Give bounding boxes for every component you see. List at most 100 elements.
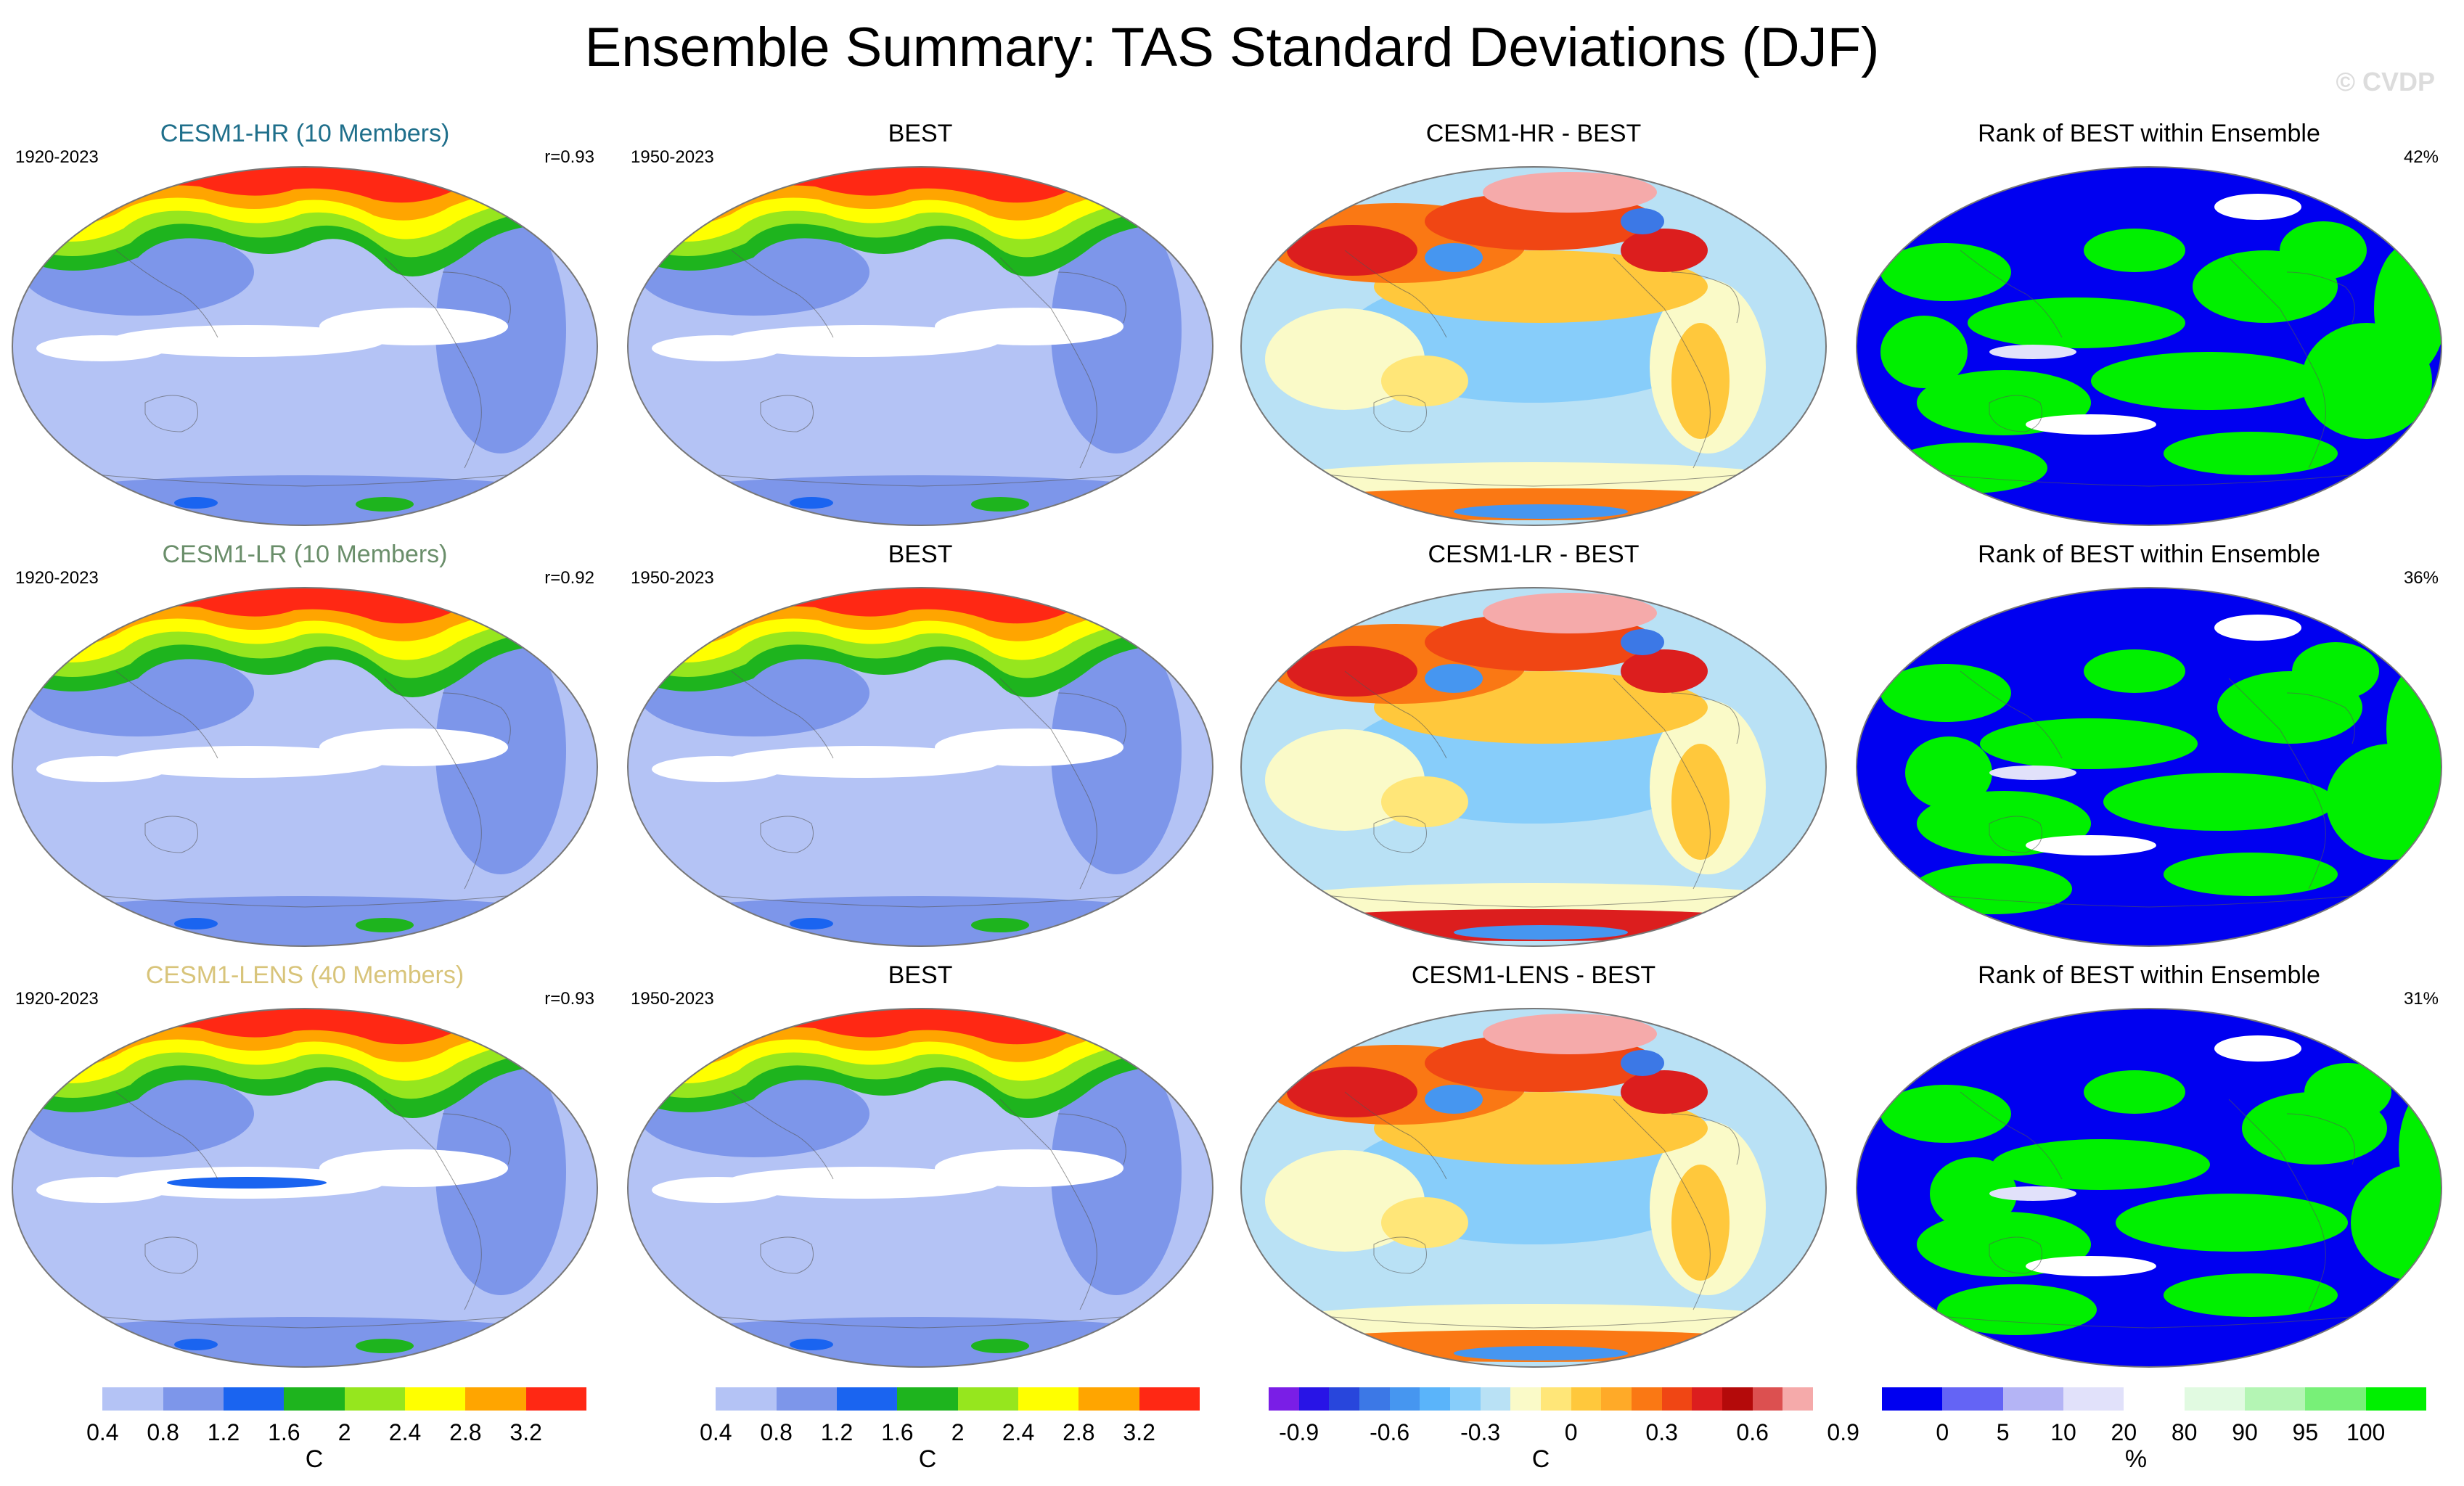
- field-region: [1425, 664, 1483, 693]
- colorbar-swatch: [1782, 1387, 1814, 1411]
- field-region: [1425, 243, 1483, 272]
- colorbar-swatch: [1882, 1387, 1943, 1411]
- coastline: [760, 395, 814, 432]
- coastline: [999, 678, 1097, 890]
- colorbar-unit: C: [1531, 1445, 1550, 1473]
- coastline: [1960, 1091, 2063, 1180]
- field-region: [1880, 1085, 2011, 1143]
- field-region: [1621, 1050, 1664, 1076]
- pattern-correlation: r=0.93: [544, 147, 594, 167]
- map-field: [628, 167, 1213, 525]
- map-model: [12, 587, 598, 947]
- panel-title: CESM1-LR (10 Members): [162, 541, 448, 568]
- coastline: [760, 1236, 814, 1274]
- colorbar-unit: C: [918, 1445, 937, 1473]
- colorbar-tick-label: 3.2: [509, 1419, 542, 1445]
- colorbar-swatch: [776, 1387, 838, 1411]
- panel-title: Rank of BEST within Ensemble: [1978, 120, 2320, 147]
- colorbar-tick-label: 2.4: [1002, 1419, 1035, 1445]
- coastline: [651, 1309, 1190, 1329]
- field-region: [1880, 316, 1968, 388]
- colorbar-tick-label: 80: [2171, 1419, 2198, 1445]
- colorbar-swatch: [1389, 1387, 1420, 1411]
- year-range: 1920-2023: [15, 147, 99, 167]
- pattern-correlation: r=0.93: [544, 989, 594, 1009]
- coastline: [1344, 670, 1447, 759]
- field-region: [1621, 229, 1708, 272]
- colorbar-swatch: [1510, 1387, 1542, 1411]
- field-region: [1989, 1186, 2076, 1201]
- map-field: [1857, 1009, 2442, 1367]
- field-region: [2351, 1165, 2442, 1281]
- coastline: [1671, 692, 1740, 744]
- panel-title: CESM1-LENS (40 Members): [145, 961, 464, 989]
- field-region: [1905, 736, 1992, 809]
- coastline: [442, 692, 511, 744]
- coastline: [2228, 257, 2326, 469]
- coastline: [144, 395, 198, 432]
- field-region: [1937, 1284, 2097, 1335]
- colorbar-tick-label: 1.6: [268, 1419, 300, 1445]
- colorbar-swatch: [42, 1387, 103, 1411]
- field-region: [1381, 776, 1468, 827]
- map-obs: [627, 166, 1213, 526]
- field-region: [36, 756, 167, 782]
- colorbar-tick-label: -0.3: [1460, 1419, 1501, 1445]
- field-region: [971, 918, 1029, 932]
- colorbar-tick-label: 0.8: [147, 1419, 179, 1445]
- field-region: [2084, 1070, 2185, 1114]
- map-rank: [1856, 1008, 2442, 1368]
- field-region: [628, 896, 1213, 946]
- colorbar-swatch: [1078, 1387, 1140, 1411]
- field-region: [2084, 229, 2185, 272]
- coastline: [760, 816, 814, 853]
- colorbar-tick-label: 10: [2050, 1419, 2076, 1445]
- map-rank: [1856, 587, 2442, 947]
- field-region: [1671, 1165, 1730, 1281]
- field-region: [1454, 1346, 1628, 1360]
- field-region: [971, 497, 1029, 512]
- field-region: [1980, 718, 2198, 769]
- map-border: [627, 166, 1213, 526]
- map-border: [12, 166, 598, 526]
- field-region: [1671, 744, 1730, 860]
- coastline: [651, 467, 1190, 487]
- coastline: [1057, 1113, 1126, 1165]
- colorbar-tick-label: 90: [2232, 1419, 2258, 1445]
- field-region: [1968, 297, 2185, 348]
- coastline: [384, 257, 482, 469]
- field-region: [1621, 208, 1664, 234]
- colorbar-swatch: [1329, 1387, 1360, 1411]
- year-range: 1920-2023: [15, 568, 99, 588]
- panel-title: CESM1-HR - BEST: [1425, 120, 1642, 147]
- field-region: [935, 308, 1123, 345]
- rank-percent: 31%: [2403, 989, 2439, 1009]
- field-region: [12, 475, 597, 525]
- field-region: [2084, 649, 2185, 693]
- map-border: [12, 587, 598, 947]
- field-region: [2214, 615, 2301, 641]
- map-border: [12, 1008, 598, 1368]
- panel-title: BEST: [888, 961, 953, 989]
- colorbar-swatch: [102, 1387, 164, 1411]
- panel-diff-row2: CESM1-LR - BEST: [1232, 541, 1835, 958]
- field-region: [628, 1317, 1213, 1367]
- panel-title: CESM1-HR (10 Members): [160, 120, 450, 147]
- colorbar-swatch: [1722, 1387, 1753, 1411]
- field-region: [1287, 1067, 1417, 1117]
- colorbar-tick-label: 0.3: [1645, 1419, 1678, 1445]
- colorbar-tick-label: 1.2: [207, 1419, 240, 1445]
- coastline: [1344, 1091, 1447, 1180]
- colorbar-swatch: [1571, 1387, 1602, 1411]
- colorbar-swatch: [163, 1387, 224, 1411]
- field-region: [2304, 1063, 2391, 1121]
- field-region: [36, 1177, 167, 1203]
- field-region: [356, 1339, 414, 1353]
- colorbar-swatch: [1632, 1387, 1663, 1411]
- field-region: [1621, 649, 1708, 693]
- field-region: [356, 497, 414, 512]
- field-region: [319, 308, 508, 345]
- map-field: [1241, 1009, 1826, 1367]
- colorbar-swatch: [2245, 1387, 2306, 1411]
- coastline: [442, 271, 511, 324]
